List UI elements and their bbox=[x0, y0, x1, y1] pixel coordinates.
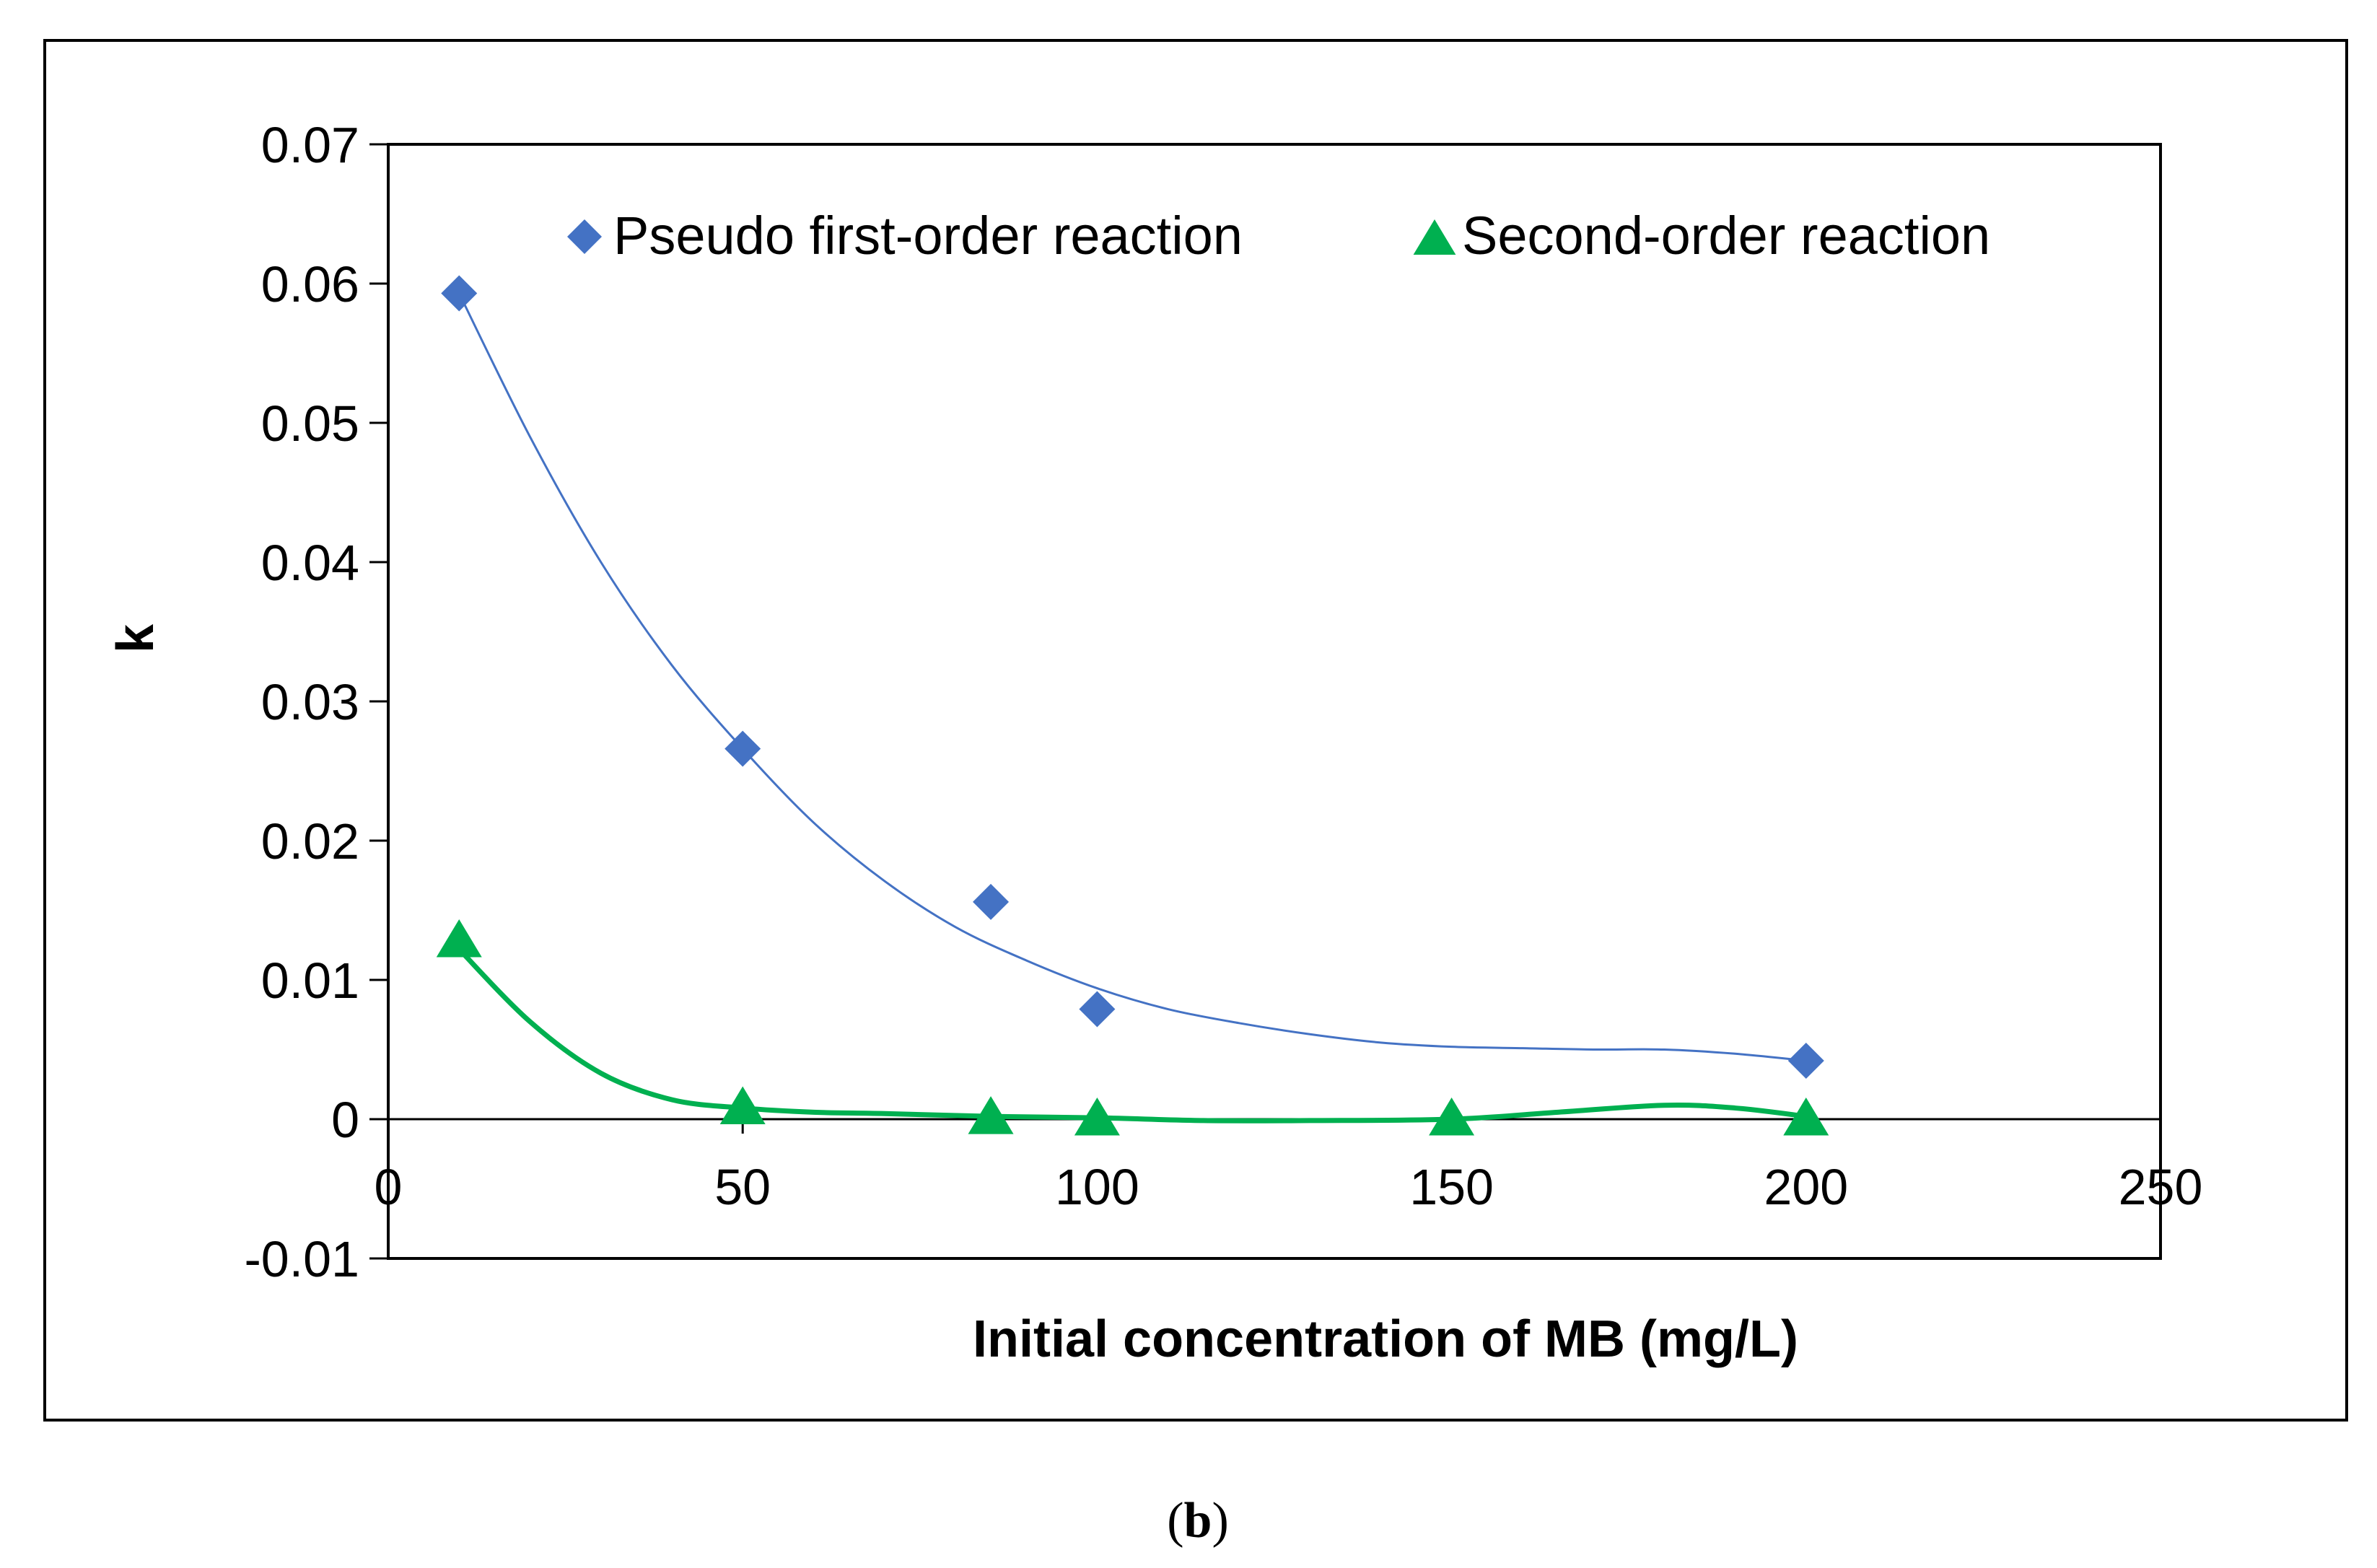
legend-label-pseudo-first-order: Pseudo first-order reaction bbox=[613, 206, 1243, 266]
data-point-series-2 bbox=[436, 919, 482, 958]
y-tick-label: 0.07 bbox=[261, 117, 359, 173]
legend-label-second-order: Second-order reaction bbox=[1462, 206, 1990, 266]
y-tick-label: 0.06 bbox=[261, 256, 359, 312]
y-axis-title: k bbox=[107, 623, 165, 653]
trendline-series-1 bbox=[458, 292, 1808, 1062]
data-point-series-1 bbox=[725, 730, 761, 767]
data-point-series-2 bbox=[1074, 1098, 1120, 1136]
trendlines bbox=[456, 292, 1809, 1124]
figure-caption: (b) bbox=[1167, 1493, 1229, 1549]
data-point-series-1 bbox=[973, 883, 1010, 920]
legend: Pseudo first-order reaction Second-order… bbox=[567, 206, 1990, 266]
legend-marker-second-order bbox=[1413, 219, 1456, 255]
data-point-series-2 bbox=[1783, 1098, 1829, 1136]
data-point-series-2 bbox=[1429, 1098, 1475, 1136]
y-tick-label: 0.04 bbox=[261, 535, 359, 591]
data-points bbox=[436, 275, 1829, 1136]
x-tick-label: 0 bbox=[375, 1159, 403, 1215]
y-tick-label: 0.02 bbox=[261, 813, 359, 870]
x-tick-label: 100 bbox=[1055, 1159, 1139, 1215]
x-tick-label: 250 bbox=[2119, 1159, 2203, 1215]
data-point-series-1 bbox=[1787, 1042, 1824, 1079]
x-tick-label: 150 bbox=[1409, 1159, 1494, 1215]
data-point-series-1 bbox=[1079, 991, 1116, 1028]
x-axis-title: Initial concentration of MB (mg/L) bbox=[973, 1310, 1798, 1368]
y-tick-label: -0.01 bbox=[244, 1231, 359, 1287]
data-point-series-2 bbox=[968, 1096, 1014, 1134]
y-tick-label: 0 bbox=[331, 1092, 359, 1148]
trendline-series-2 bbox=[456, 947, 1809, 1124]
x-tick-label: 200 bbox=[1764, 1159, 1848, 1215]
y-tick-label: 0.05 bbox=[261, 395, 359, 452]
outer-frame bbox=[43, 39, 2348, 1422]
y-tick-label: 0.01 bbox=[261, 952, 359, 1009]
x-tick-label: 50 bbox=[714, 1159, 771, 1215]
legend-marker-pseudo-first-order bbox=[567, 219, 602, 254]
axes: -0.01 0 0.01 0.02 0.03 0.04 0.05 0.06 0.07 0 50 100… bbox=[244, 117, 2202, 1287]
data-point-series-2 bbox=[719, 1086, 766, 1125]
data-point-series-1 bbox=[441, 275, 478, 312]
y-tick-label: 0.03 bbox=[261, 674, 359, 730]
